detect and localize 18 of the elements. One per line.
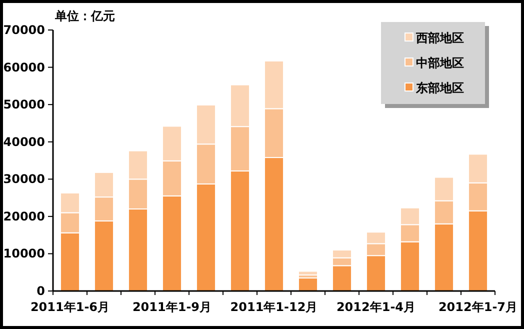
- legend-label: 西部地区: [415, 31, 464, 45]
- bar: [298, 270, 318, 276]
- legend-label: 中部地区: [416, 56, 464, 70]
- y-axis-title: 单位：亿元: [54, 9, 115, 23]
- x-tick-label: 2011年1-12月: [230, 300, 318, 314]
- y-tick-label: 70000: [3, 23, 45, 37]
- legend-label: 东部地区: [415, 81, 464, 95]
- y-tick-label: 40000: [3, 134, 45, 149]
- x-tick-label: 2012年1-4月: [336, 300, 416, 314]
- x-tick-label: 2012年1-7月: [438, 300, 518, 314]
- y-tick-label: 30000: [3, 172, 45, 186]
- y-tick-label: 0: [36, 284, 45, 298]
- y-tick-label: 10000: [3, 246, 45, 261]
- x-tick-label: 2011年1-6月: [30, 300, 110, 314]
- y-tick-label: 20000: [3, 209, 45, 224]
- x-tick-label: 2011年1-9月: [132, 300, 212, 314]
- y-tick-label: 50000: [3, 98, 45, 112]
- y-tick-label: 60000: [3, 60, 45, 74]
